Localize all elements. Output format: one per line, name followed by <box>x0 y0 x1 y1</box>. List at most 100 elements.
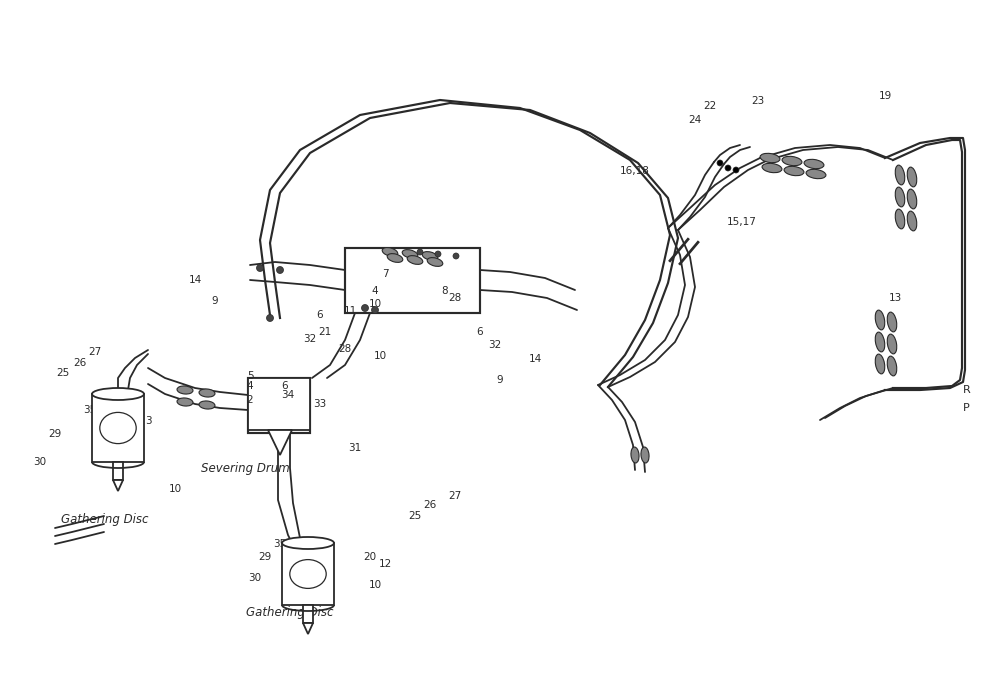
Circle shape <box>733 167 739 173</box>
Text: 9: 9 <box>212 296 218 306</box>
Bar <box>248 378 310 433</box>
Text: 10: 10 <box>373 351 387 360</box>
Bar <box>248 378 310 430</box>
Ellipse shape <box>402 250 418 259</box>
Polygon shape <box>303 623 313 634</box>
Ellipse shape <box>407 256 423 265</box>
Text: P: P <box>963 403 970 413</box>
Ellipse shape <box>422 252 438 261</box>
Text: 11: 11 <box>343 306 357 316</box>
Ellipse shape <box>804 159 824 169</box>
Text: Gathering Disc: Gathering Disc <box>61 513 149 527</box>
Text: 2: 2 <box>247 395 253 405</box>
Text: 32: 32 <box>303 334 317 343</box>
Circle shape <box>717 160 723 166</box>
Text: 16,18: 16,18 <box>620 166 650 176</box>
Circle shape <box>256 265 264 272</box>
Text: 6: 6 <box>317 310 323 319</box>
Circle shape <box>453 253 459 259</box>
Ellipse shape <box>387 254 403 263</box>
Text: 10: 10 <box>168 484 182 494</box>
Ellipse shape <box>875 354 885 374</box>
Text: 22: 22 <box>703 101 717 111</box>
Text: 24: 24 <box>688 115 702 124</box>
Bar <box>345 248 480 313</box>
Ellipse shape <box>427 258 443 266</box>
Text: 29: 29 <box>258 553 272 562</box>
Text: 20: 20 <box>363 553 377 562</box>
Circle shape <box>417 249 423 255</box>
Text: 26: 26 <box>423 500 437 510</box>
Text: 10: 10 <box>368 580 382 590</box>
Polygon shape <box>268 430 292 455</box>
Text: 6: 6 <box>477 327 483 337</box>
Text: 28: 28 <box>338 344 352 354</box>
Ellipse shape <box>199 401 215 409</box>
Text: 30: 30 <box>33 457 47 466</box>
Text: 32: 32 <box>488 341 502 350</box>
Bar <box>113 462 123 480</box>
Text: 5: 5 <box>247 371 253 381</box>
Text: 15,17: 15,17 <box>727 218 757 227</box>
Text: 35: 35 <box>273 539 287 549</box>
Bar <box>92 394 144 462</box>
Text: 19: 19 <box>878 91 892 101</box>
Ellipse shape <box>760 153 780 163</box>
Circle shape <box>362 304 368 311</box>
Text: 25: 25 <box>408 512 422 521</box>
Text: 14: 14 <box>528 354 542 364</box>
Ellipse shape <box>641 447 649 463</box>
Text: 4: 4 <box>247 382 253 391</box>
Ellipse shape <box>875 310 885 330</box>
Ellipse shape <box>907 189 917 209</box>
Ellipse shape <box>806 170 826 179</box>
Ellipse shape <box>762 163 782 172</box>
Text: 10: 10 <box>368 300 382 309</box>
Ellipse shape <box>875 332 885 352</box>
Text: 31: 31 <box>348 443 362 453</box>
Ellipse shape <box>199 389 215 397</box>
Text: 28: 28 <box>448 293 462 302</box>
Ellipse shape <box>177 398 193 406</box>
Bar <box>282 543 334 605</box>
Ellipse shape <box>784 166 804 176</box>
Ellipse shape <box>895 187 905 207</box>
Ellipse shape <box>887 334 897 354</box>
Ellipse shape <box>177 386 193 394</box>
Ellipse shape <box>907 211 917 231</box>
Text: Gathering Disc: Gathering Disc <box>246 605 334 619</box>
Text: 34: 34 <box>281 391 295 400</box>
Text: 14: 14 <box>188 276 202 285</box>
Text: 9: 9 <box>497 375 503 384</box>
Text: Severing Drum: Severing Drum <box>201 462 289 475</box>
Text: 27: 27 <box>448 491 462 501</box>
Text: R: R <box>963 385 971 395</box>
Ellipse shape <box>92 388 144 400</box>
Circle shape <box>276 267 284 274</box>
Text: 3: 3 <box>145 416 151 425</box>
Ellipse shape <box>282 537 334 549</box>
Text: 13: 13 <box>888 293 902 302</box>
Circle shape <box>435 251 441 257</box>
Polygon shape <box>113 480 123 491</box>
Text: 27: 27 <box>88 347 102 357</box>
Text: 29: 29 <box>48 430 62 439</box>
Ellipse shape <box>382 248 398 256</box>
Ellipse shape <box>782 157 802 166</box>
Text: 8: 8 <box>442 286 448 295</box>
Ellipse shape <box>907 167 917 187</box>
Text: 7: 7 <box>382 269 388 278</box>
Ellipse shape <box>895 165 905 185</box>
Bar <box>303 605 313 623</box>
Ellipse shape <box>887 312 897 332</box>
Text: 4: 4 <box>372 286 378 295</box>
Text: 30: 30 <box>248 573 262 583</box>
Text: 6: 6 <box>282 382 288 391</box>
Text: 12: 12 <box>378 560 392 569</box>
Text: 21: 21 <box>318 327 332 337</box>
Circle shape <box>725 165 731 171</box>
Text: 26: 26 <box>73 358 87 367</box>
Text: 33: 33 <box>313 399 327 408</box>
Text: 35: 35 <box>83 406 97 415</box>
Ellipse shape <box>895 209 905 229</box>
